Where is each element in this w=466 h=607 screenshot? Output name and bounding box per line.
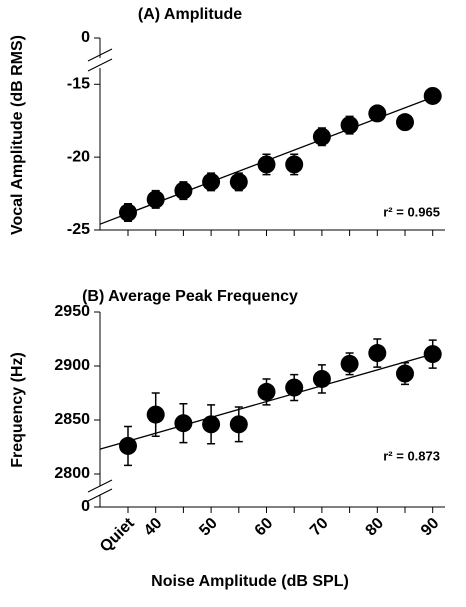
y-axis-label: Vocal Amplitude (dB RMS) [9, 35, 26, 235]
data-point [312, 127, 331, 146]
data-point [119, 436, 137, 455]
data-point [257, 382, 276, 401]
data-point [396, 364, 414, 383]
data-point [423, 345, 442, 364]
data-point [146, 405, 165, 424]
data-point [368, 104, 387, 123]
x-tick-label: 40 [141, 515, 166, 540]
data-point [229, 415, 248, 434]
data-point [285, 155, 304, 174]
x-tick-label: 60 [252, 515, 277, 540]
data-point [174, 414, 193, 433]
data-point [368, 344, 387, 363]
y-tick-label: -25 [67, 221, 90, 238]
y-tick-label: 0 [81, 29, 90, 46]
data-point [146, 190, 165, 209]
y-tick-label: 2900 [54, 357, 90, 374]
x-tick-label: 90 [418, 515, 443, 540]
x-tick-label: Quiet [97, 514, 138, 555]
panel-title: (A) Amplitude [138, 6, 242, 23]
r-squared: r² = 0.965 [383, 204, 440, 219]
axis-break [87, 48, 113, 72]
data-point [340, 354, 359, 373]
y-tick-label: -20 [67, 148, 90, 165]
panel-title: (B) Average Peak Frequency [82, 288, 298, 305]
data-point [423, 86, 442, 105]
x-tick-label: 80 [363, 515, 388, 540]
r-squared: r² = 0.873 [383, 448, 440, 463]
trend-line [99, 351, 441, 450]
data-point [202, 415, 221, 434]
data-point [312, 369, 331, 388]
y-tick-label: 2800 [54, 465, 90, 482]
x-tick-label: 50 [196, 515, 221, 540]
data-point [340, 116, 359, 135]
data-point [202, 172, 221, 191]
x-axis-label: Noise Amplitude (dB SPL) [151, 573, 349, 590]
data-point [119, 203, 137, 222]
data-point [257, 155, 276, 174]
y-tick-label: 2950 [54, 303, 90, 320]
data-point [229, 172, 248, 191]
y-tick-label: -15 [67, 76, 90, 93]
y-tick-label: 0 [81, 498, 90, 515]
y-axis-label: Frequency (Hz) [9, 352, 26, 468]
y-tick-label: 2850 [54, 411, 90, 428]
axis-break [87, 479, 113, 502]
x-tick-label: 70 [307, 515, 332, 540]
data-point [174, 181, 193, 200]
data-point [396, 113, 414, 132]
data-point [285, 378, 304, 397]
